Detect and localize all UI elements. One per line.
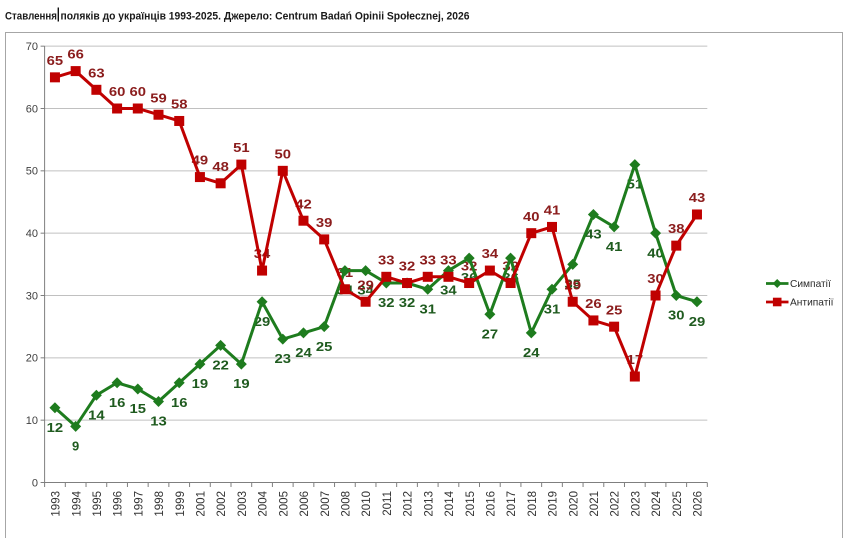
svg-text:2016: 2016	[485, 491, 497, 517]
svg-text:30: 30	[26, 290, 38, 302]
svg-text:32: 32	[378, 295, 395, 310]
svg-text:2007: 2007	[320, 491, 332, 517]
svg-text:2014: 2014	[444, 490, 456, 516]
svg-text:30: 30	[668, 308, 685, 323]
svg-text:63: 63	[88, 65, 105, 80]
svg-text:2002: 2002	[216, 491, 228, 517]
svg-text:2017: 2017	[506, 491, 518, 517]
svg-text:33: 33	[378, 252, 395, 267]
svg-text:40: 40	[523, 209, 540, 224]
svg-text:2013: 2013	[423, 491, 435, 517]
svg-text:поляків до українців 1993-2025: поляків до українців 1993-2025. Джерело:…	[61, 10, 470, 22]
svg-text:16: 16	[171, 395, 188, 410]
svg-text:2006: 2006	[299, 491, 311, 517]
svg-text:2011: 2011	[382, 491, 394, 516]
svg-text:43: 43	[689, 190, 706, 205]
svg-text:1995: 1995	[92, 491, 104, 517]
svg-text:60: 60	[26, 103, 38, 115]
svg-text:1998: 1998	[154, 491, 166, 517]
svg-text:13: 13	[150, 414, 167, 429]
svg-text:10: 10	[26, 415, 38, 427]
svg-text:31: 31	[544, 301, 561, 316]
svg-text:2026: 2026	[693, 491, 705, 517]
svg-text:Симпатії: Симпатії	[790, 279, 831, 290]
svg-text:38: 38	[668, 221, 685, 236]
svg-text:39: 39	[316, 215, 333, 230]
svg-text:0: 0	[32, 477, 38, 489]
svg-text:2022: 2022	[610, 491, 622, 517]
svg-text:50: 50	[275, 146, 292, 161]
svg-text:31: 31	[419, 301, 436, 316]
svg-text:41: 41	[544, 203, 561, 218]
svg-text:24: 24	[295, 345, 312, 360]
svg-text:9: 9	[72, 439, 79, 454]
svg-text:Антипатії: Антипатії	[790, 298, 834, 309]
svg-text:32: 32	[399, 295, 416, 310]
svg-text:58: 58	[171, 97, 188, 112]
svg-text:26: 26	[585, 296, 602, 311]
svg-text:24: 24	[523, 345, 540, 360]
svg-text:19: 19	[233, 376, 250, 391]
svg-text:23: 23	[275, 351, 292, 366]
svg-text:40: 40	[26, 228, 38, 240]
svg-text:2001: 2001	[196, 491, 208, 517]
svg-text:65: 65	[47, 53, 64, 68]
svg-text:29: 29	[689, 314, 706, 329]
svg-text:2008: 2008	[341, 491, 353, 517]
svg-text:2003: 2003	[237, 491, 249, 517]
svg-text:32: 32	[399, 259, 416, 274]
svg-text:1999: 1999	[175, 491, 187, 517]
svg-text:22: 22	[212, 357, 229, 372]
svg-text:2012: 2012	[403, 491, 415, 517]
svg-text:1993: 1993	[51, 491, 63, 517]
svg-text:1996: 1996	[113, 491, 125, 517]
svg-text:60: 60	[109, 84, 126, 99]
svg-text:2010: 2010	[361, 491, 373, 517]
svg-text:2005: 2005	[278, 491, 290, 517]
svg-text:2023: 2023	[630, 491, 642, 517]
svg-text:48: 48	[212, 159, 229, 174]
svg-text:33: 33	[419, 252, 436, 267]
svg-text:70: 70	[26, 41, 38, 53]
svg-text:15: 15	[130, 401, 147, 416]
svg-text:60: 60	[130, 84, 147, 99]
svg-text:2020: 2020	[568, 491, 580, 517]
svg-text:2018: 2018	[527, 491, 539, 517]
svg-text:16: 16	[109, 395, 126, 410]
svg-text:1994: 1994	[71, 490, 83, 516]
svg-text:59: 59	[150, 90, 167, 105]
svg-text:2004: 2004	[258, 490, 270, 516]
svg-text:12: 12	[47, 420, 64, 435]
svg-text:25: 25	[606, 302, 623, 317]
svg-text:14: 14	[88, 407, 105, 422]
svg-text:1997: 1997	[133, 491, 145, 517]
svg-text:27: 27	[482, 326, 499, 341]
svg-text:2015: 2015	[465, 491, 477, 517]
svg-text:2021: 2021	[589, 491, 601, 517]
svg-text:66: 66	[67, 47, 84, 62]
svg-text:50: 50	[26, 166, 38, 178]
svg-text:43: 43	[585, 227, 602, 242]
svg-text:29: 29	[357, 277, 374, 292]
svg-text:34: 34	[440, 283, 457, 298]
svg-text:19: 19	[192, 376, 209, 391]
svg-text:2024: 2024	[651, 490, 663, 516]
svg-text:33: 33	[440, 252, 457, 267]
svg-text:2025: 2025	[672, 491, 684, 517]
svg-text:25: 25	[316, 339, 333, 354]
svg-text:34: 34	[482, 246, 499, 261]
svg-text:20: 20	[26, 353, 38, 365]
svg-text:Ставлення: Ставлення	[5, 10, 57, 22]
svg-text:41: 41	[606, 239, 623, 254]
svg-text:2019: 2019	[548, 491, 560, 517]
svg-text:51: 51	[233, 140, 250, 155]
